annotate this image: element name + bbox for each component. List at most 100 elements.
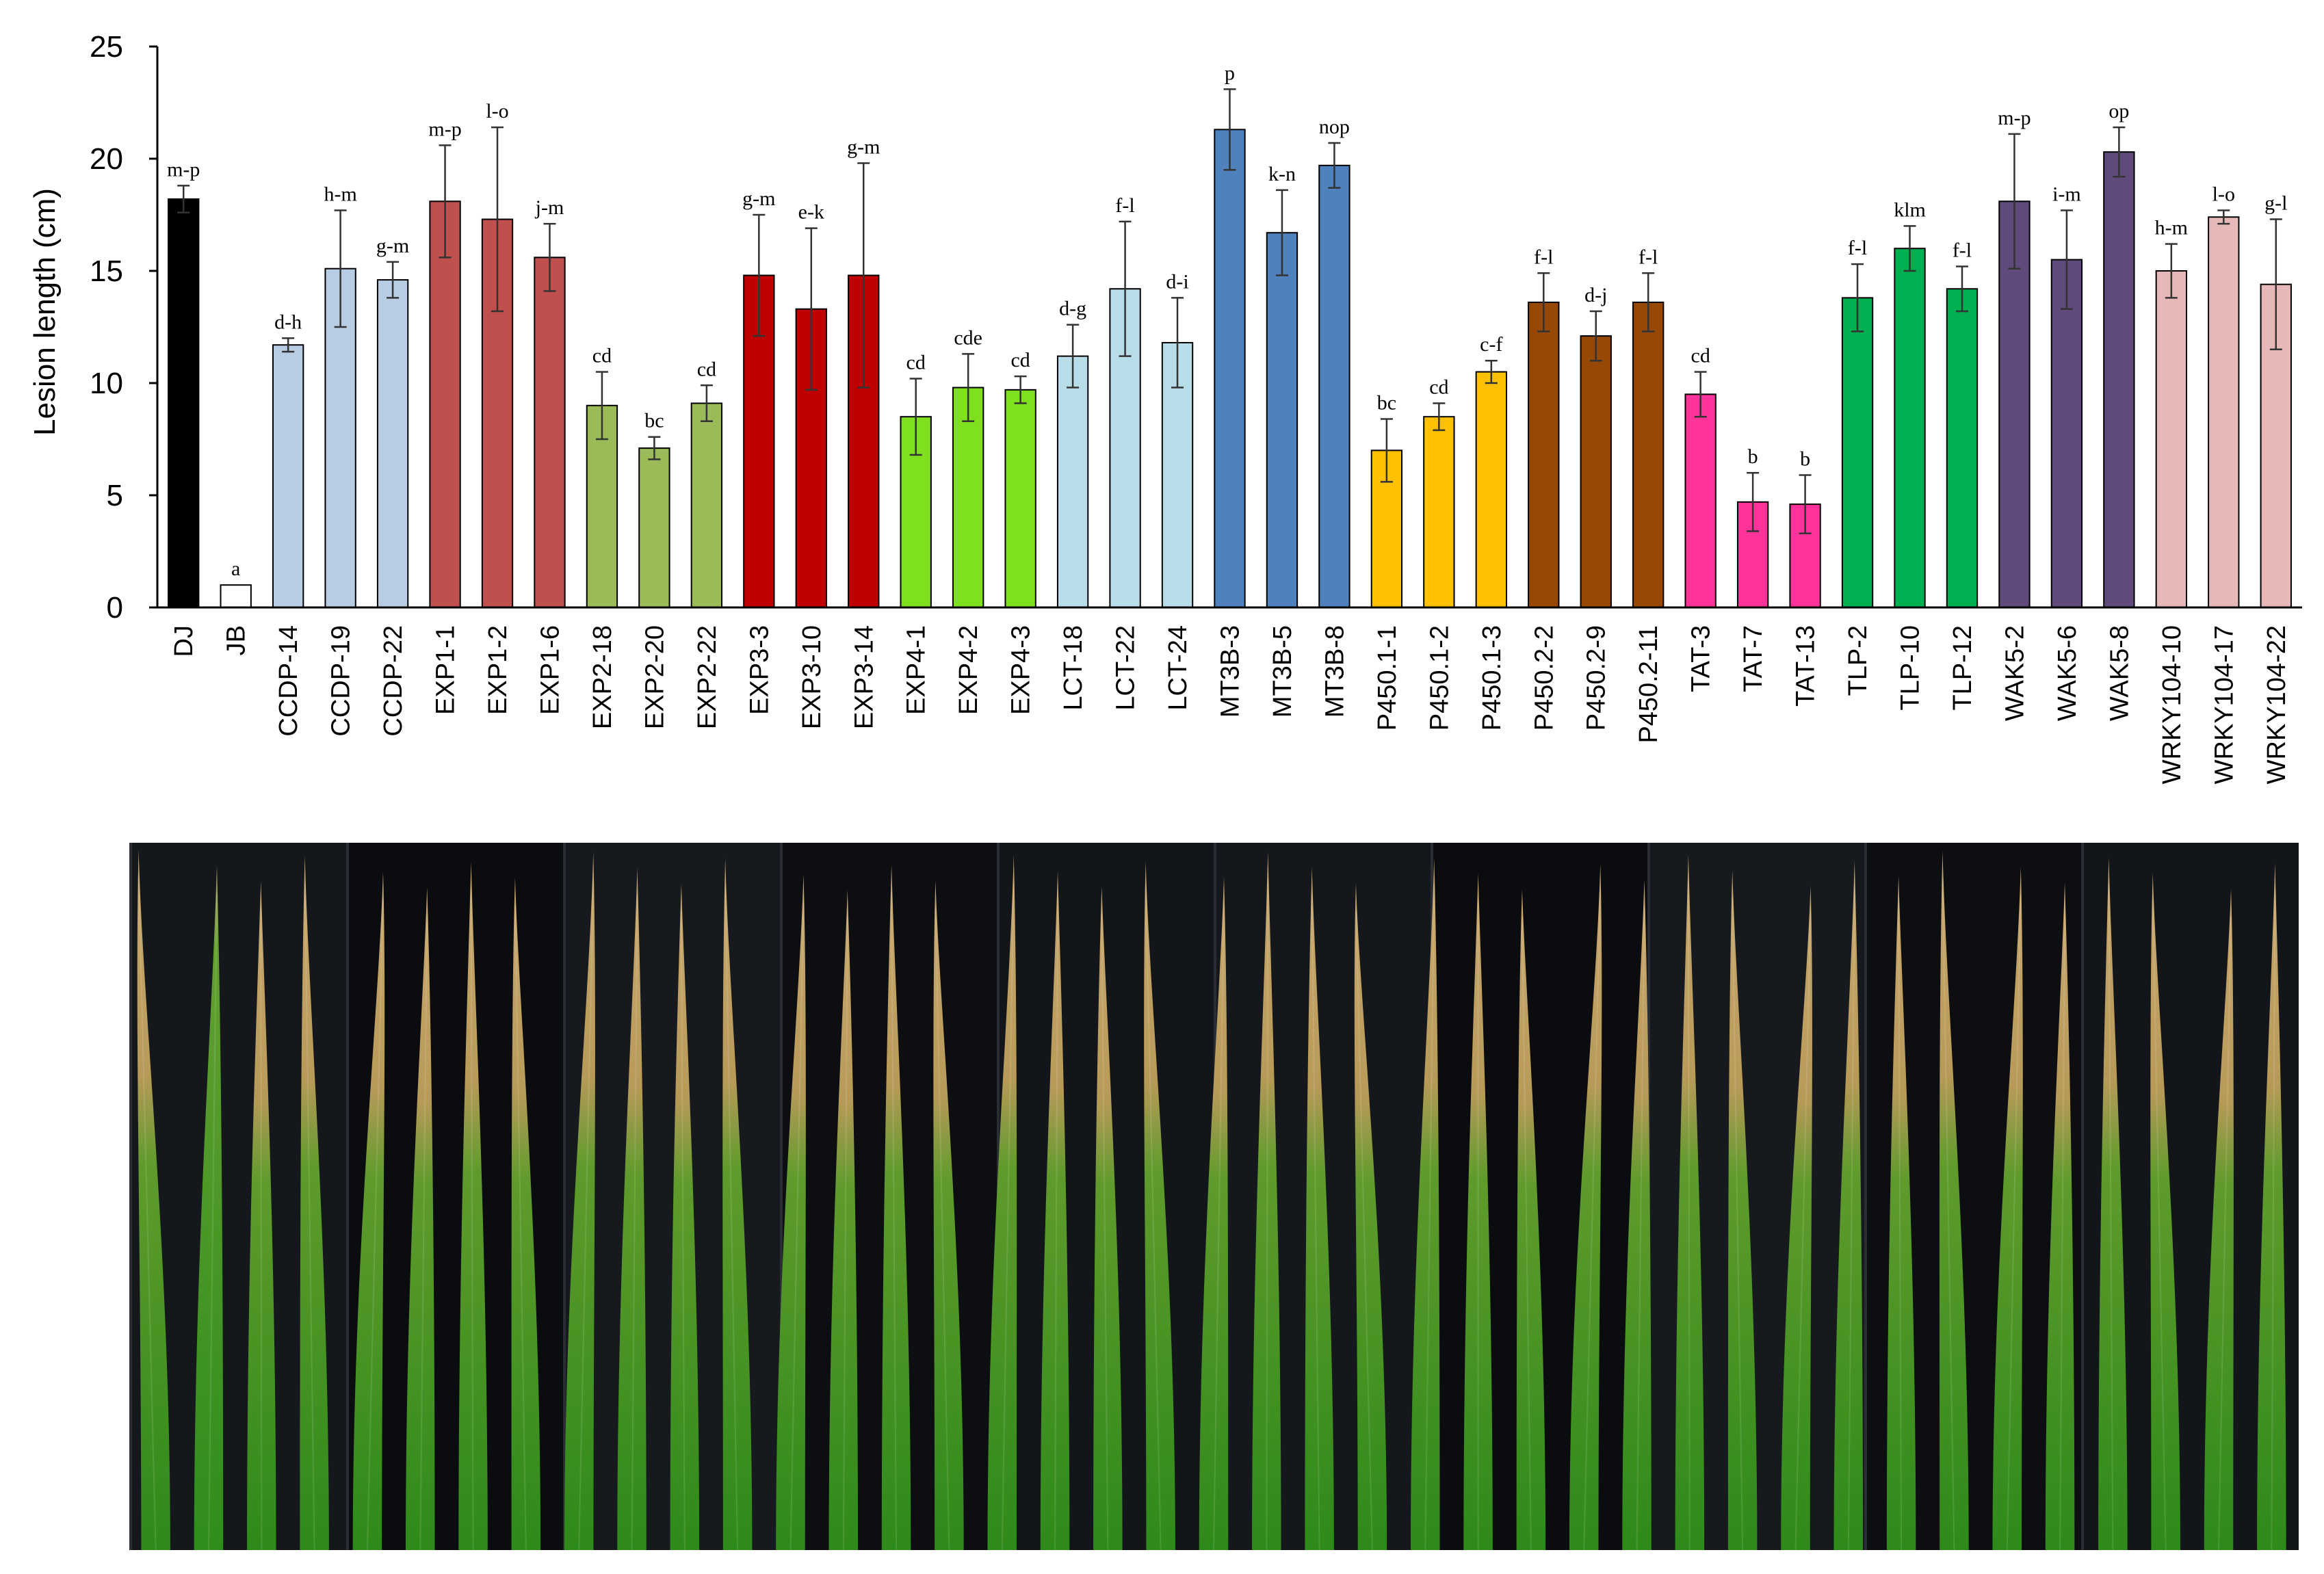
rice-leaf [1781,886,1812,1550]
y-axis-label: Lesion length (cm) [28,188,62,436]
leaf-midrib [891,891,898,1551]
significance-label: g-m [742,187,775,210]
bar-EXP2-22 [690,402,723,609]
category-label: EXP2-18 [588,625,617,729]
category-label: LCT-24 [1164,625,1192,711]
leaf-photo [129,843,2299,1551]
category-label: CCDP-19 [327,625,356,737]
category-label: CCDP-22 [379,625,408,737]
photo-panel-divider [2081,843,2084,1550]
category-label: WRKY104-17 [2210,625,2238,784]
rice-leaf [1199,877,1229,1550]
significance-label: g-l [2264,192,2287,215]
category-label: WAK5-2 [2000,625,2029,721]
category-label: TLP-10 [1896,625,1925,711]
photo-panel-divider [1864,843,1867,1550]
significance-label: h-m [2155,217,2188,239]
significance-label: op [2108,100,2129,122]
leaf-midrib [1213,904,1225,1551]
category-label: WAK5-8 [2105,625,2134,721]
leaf-midrib [207,892,218,1551]
rice-leaf [722,858,753,1550]
significance-label: f-l [1638,246,1658,268]
leaf-midrib [1732,897,1744,1551]
rice-leaf [1675,854,1705,1550]
category-label: EXP2-20 [640,625,669,729]
bar-MT3B-5 [1266,232,1298,608]
leaf-midrib [1355,910,1373,1551]
bar-EXP1-6 [534,257,566,608]
significance-label: g-m [376,235,409,257]
leaf-midrib [1001,882,1015,1551]
significance-label: l-o [2212,183,2235,205]
significance-label: cd [1429,376,1448,399]
photo-panel-divider [563,843,566,1550]
rice-leaf [564,852,595,1550]
leaf-midrib [419,914,428,1551]
leaf-midrib [1942,878,1955,1551]
rice-leaf [1093,887,1123,1550]
significance-label: f-l [1848,237,1867,259]
rice-leaf [2257,863,2286,1550]
rice-leaf [1992,867,2023,1550]
significance-label: cd [1691,345,1710,367]
y-tick-label: 10 [90,367,123,400]
category-label: EXP3-3 [745,625,774,715]
leaf-midrib [470,889,474,1551]
rice-leaf [670,884,700,1550]
category-labels: DJ JB CCDP-14 CCDP-19 CCDP-22 EXP1-1 EXP1-2 EXP… [170,625,2291,784]
bar-EXP1-1 [429,200,461,608]
rice-leaf [352,871,385,1550]
bar-P450.2-9 [1580,335,1612,608]
bar-EXP4-3 [1004,389,1036,609]
bar-TLP-2 [1841,297,1874,608]
bar-JB [220,584,252,609]
leaf-midrib [935,907,950,1551]
leaf-midrib [138,876,157,1551]
bar-TAT-3 [1684,393,1716,609]
rice-leaf [2204,889,2234,1550]
leaf-midrib [1054,897,1059,1551]
leaf-midrib [1847,887,1855,1551]
leaf-midrib [2059,909,2066,1551]
bar-P450.2-2 [1528,301,1560,608]
bar-EXP4-2 [952,386,984,608]
bar-CCDP-22 [376,279,409,608]
bar-WRKY104-10 [2155,270,2188,608]
category-label: P450.2-11 [1634,625,1663,744]
y-tick-label: 5 [107,479,123,512]
y-ticks: 0 5 10 15 20 25 [90,30,157,625]
leaf-midrib [1794,913,1812,1551]
rice-leaf [247,881,276,1550]
leaf-midrib [1424,884,1435,1551]
category-label: LCT-18 [1059,625,1088,711]
bar-WAK5-8 [2103,151,2135,609]
rice-leaf [458,862,488,1550]
leaf-midrib [1898,903,1903,1551]
bar-MT3B-8 [1318,164,1350,608]
rice-leaf [1727,870,1758,1550]
significance-label: a [231,558,240,580]
leaf-midrib [1687,881,1690,1551]
significance-label: m-p [428,118,461,140]
leaf-midrib [514,904,527,1551]
significance-label: m-p [1998,107,2031,129]
leaf-midrib [680,910,686,1551]
category-label: P450.2-2 [1530,625,1558,731]
rice-leaf [933,880,964,1550]
leaf-midrib [631,895,638,1551]
significance-label: nop [1319,116,1350,138]
significance-label: k-n [1268,163,1296,185]
category-label: MT3B-5 [1268,625,1297,718]
leaf-midrib [1583,891,1602,1551]
category-label: MT3B-3 [1216,625,1245,718]
category-label: P450.1-1 [1373,625,1402,731]
leaf-midrib [842,917,848,1551]
rice-leaf [511,878,541,1550]
bar-WRKY104-17 [2208,216,2240,608]
leaf-midrib [2271,890,2276,1551]
category-label: TLP-2 [1844,625,1872,696]
category-label: WRKY104-10 [2158,625,2186,784]
rice-leaf [881,865,911,1550]
